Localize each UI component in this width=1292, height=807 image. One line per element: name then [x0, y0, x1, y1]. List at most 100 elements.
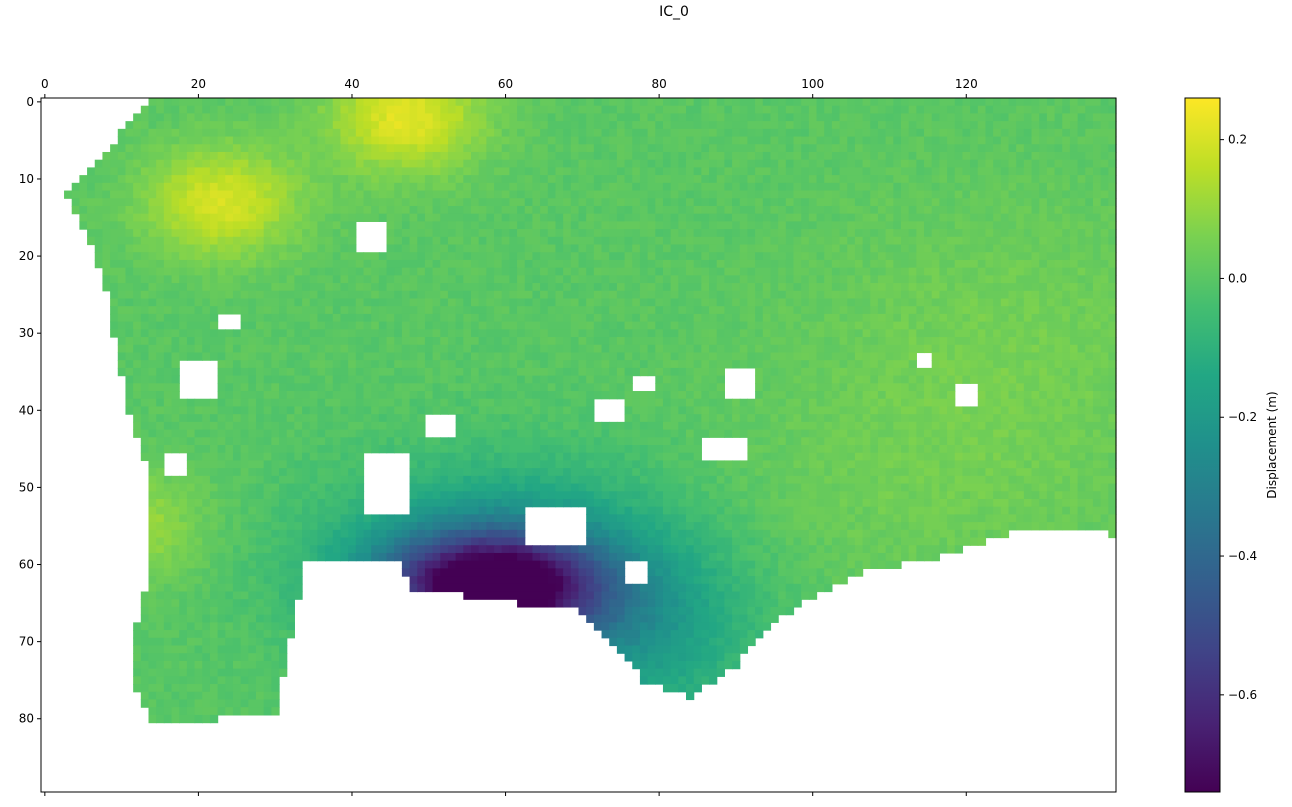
heatmap-cell-run — [931, 398, 948, 408]
heatmap-cell-run — [440, 290, 449, 300]
heatmap-cell-run — [739, 105, 749, 115]
heatmap-cell-run — [801, 182, 810, 192]
heatmap-cell-run — [624, 275, 633, 284]
heatmap-cell-run — [325, 267, 334, 276]
heatmap-cell-run — [125, 205, 134, 215]
heatmap-cell-run — [970, 375, 979, 384]
heatmap-cell-run — [816, 290, 825, 300]
heatmap-cell-run — [662, 290, 672, 300]
heatmap-cell-run — [532, 167, 541, 176]
heatmap-cell-run — [401, 329, 411, 338]
heatmap-cell-run — [501, 313, 518, 323]
heatmap-cell-run — [463, 267, 472, 276]
heatmap-cell-run — [371, 421, 380, 431]
heatmap-cell-run — [417, 182, 426, 192]
heatmap-cell-run — [824, 213, 833, 222]
heatmap-cell-run — [870, 159, 879, 168]
heatmap-cell-run — [363, 398, 372, 408]
heatmap-cell-run — [156, 321, 165, 330]
heatmap-cell-run — [156, 367, 165, 377]
heatmap-cell-run — [770, 360, 779, 369]
heatmap-cell-run — [371, 190, 380, 199]
heatmap-cell-run — [593, 236, 603, 246]
heatmap-cell-run — [601, 151, 610, 161]
heatmap-cell-run — [655, 229, 664, 238]
heatmap-cell-run — [970, 144, 979, 153]
heatmap-cell-run — [970, 306, 979, 315]
heatmap-cell-run — [555, 213, 564, 222]
heatmap-cell-run — [501, 151, 510, 161]
heatmap-cell-run — [386, 229, 395, 238]
heatmap-cell-run — [240, 128, 249, 138]
heatmap-cell-run — [409, 275, 418, 284]
heatmap-cell-run — [586, 283, 595, 292]
heatmap-cell-run — [985, 383, 994, 392]
heatmap-cell-run — [1062, 198, 1071, 207]
heatmap-cell-run — [1062, 367, 1071, 377]
heatmap-cell-run — [693, 298, 702, 307]
heatmap-cell-run — [639, 98, 649, 107]
heatmap-cell-run — [854, 391, 864, 400]
heatmap-cell-run — [494, 391, 503, 400]
heatmap-cell-run — [793, 182, 802, 192]
heatmap-cell-run — [133, 113, 142, 122]
heatmap-cell-run — [755, 344, 764, 354]
heatmap-cell-run — [256, 360, 265, 369]
heatmap-cell-run — [801, 352, 810, 361]
heatmap-cell-run — [110, 221, 119, 230]
heatmap-cell-run — [163, 275, 173, 284]
heatmap-cell-run — [409, 128, 418, 138]
heatmap-cell-run — [540, 98, 557, 107]
heatmap-cell-run — [847, 121, 856, 130]
heatmap-cell-run — [624, 259, 633, 269]
heatmap-cell-run — [386, 321, 395, 330]
heatmap-cell-run — [670, 391, 679, 400]
heatmap-cell-run — [547, 190, 557, 199]
heatmap-cell-run — [747, 113, 756, 122]
heatmap-cell-run — [578, 236, 595, 246]
heatmap-cell-run — [225, 113, 234, 122]
heatmap-cell-run — [854, 190, 864, 199]
heatmap-cell-run — [256, 244, 265, 253]
heatmap-cell-run — [1092, 221, 1102, 230]
heatmap-cell-run — [870, 136, 879, 145]
heatmap-cell-run — [271, 398, 280, 408]
heatmap-cell-run — [1023, 344, 1033, 354]
heatmap-cell-run — [494, 313, 503, 323]
heatmap-cell-run — [355, 429, 365, 438]
heatmap-cell-run — [509, 391, 518, 400]
heatmap-cell-run — [578, 298, 587, 307]
heatmap-cell-run — [1046, 298, 1056, 307]
heatmap-cell-run — [325, 414, 334, 423]
heatmap-cell-run — [816, 352, 825, 361]
heatmap-cell-run — [140, 329, 150, 338]
heatmap-cell-run — [432, 113, 441, 122]
heatmap-cell-run — [501, 421, 510, 431]
heatmap-cell-run — [893, 290, 902, 300]
heatmap-cell-run — [678, 105, 687, 115]
heatmap-cell-run — [378, 205, 388, 215]
heatmap-cell-run — [985, 391, 994, 400]
heatmap-cell-run — [563, 229, 572, 238]
heatmap-cell-run — [801, 136, 810, 145]
heatmap-cell-run — [716, 352, 733, 361]
heatmap-cell-run — [785, 290, 795, 300]
heatmap-cell-run — [117, 329, 127, 338]
heatmap-cell-run — [770, 144, 779, 153]
heatmap-cell-run — [1062, 406, 1079, 415]
heatmap-cell-run — [186, 113, 196, 122]
heatmap-cell-run — [939, 275, 948, 284]
heatmap-cell-run — [1092, 344, 1102, 354]
heatmap-cell-run — [686, 321, 695, 330]
heatmap-cell-run — [831, 121, 841, 130]
heatmap-cell-run — [755, 329, 764, 338]
heatmap-cell-run — [885, 283, 894, 292]
heatmap-cell-run — [163, 360, 173, 369]
heatmap-cell-run — [808, 136, 818, 145]
heatmap-cell-run — [156, 283, 165, 292]
heatmap-cell-run — [1085, 113, 1094, 122]
heatmap-cell-run — [1092, 329, 1102, 338]
heatmap-cell-run — [355, 167, 365, 176]
heatmap-cell-run — [471, 121, 480, 130]
heatmap-cell-run — [993, 321, 1002, 330]
